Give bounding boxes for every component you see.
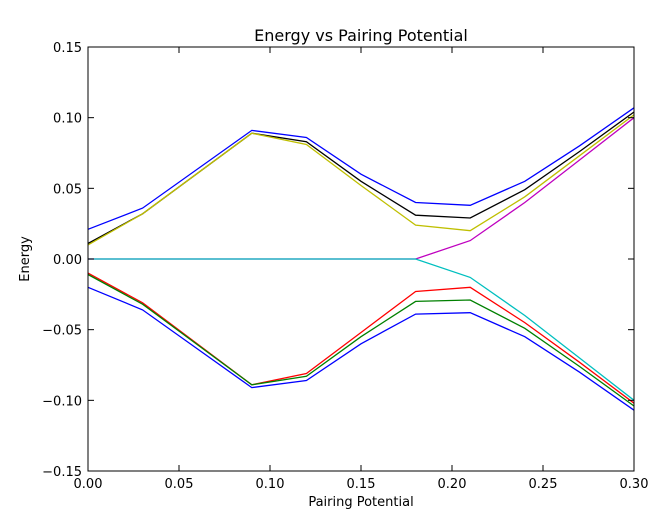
x-tick-label: 0.15 — [347, 477, 376, 492]
x-tick-label: 0.00 — [74, 477, 103, 492]
series-line-3 — [87, 114, 635, 246]
x-tick-label: 0.10 — [256, 477, 285, 492]
y-tick-label: 0.10 — [53, 112, 82, 127]
series-line-6 — [87, 272, 635, 404]
series-line-8 — [87, 286, 635, 411]
y-tick-label: 0.05 — [53, 182, 82, 197]
x-tick-label: 0.30 — [620, 477, 649, 492]
series-line-1 — [87, 107, 635, 230]
axis-ticks: 0.00 0.05 0.10 0.15 0.20 0.25 0.30 −0.15 −0.10 −0… — [42, 41, 648, 492]
x-axis-label: Pairing Potential — [308, 495, 413, 510]
plot-frame — [87, 46, 635, 472]
y-tick-label: −0.10 — [42, 394, 82, 409]
chart-title: Energy vs Pairing Potential — [254, 26, 468, 45]
y-tick-label: −0.05 — [42, 324, 82, 339]
y-tick-label: −0.15 — [42, 465, 82, 480]
series-line-2 — [87, 111, 635, 245]
x-tick-label: 0.25 — [529, 477, 558, 492]
x-tick-label: 0.05 — [165, 477, 194, 492]
y-axis-label: Energy — [18, 236, 33, 282]
series-line-7 — [87, 273, 635, 407]
y-tick-label: 0.00 — [53, 253, 82, 268]
series-line-5 — [88, 258, 635, 401]
series-lines — [87, 107, 635, 411]
x-tick-label: 0.20 — [438, 477, 467, 492]
y-tick-label: 0.15 — [53, 41, 82, 56]
